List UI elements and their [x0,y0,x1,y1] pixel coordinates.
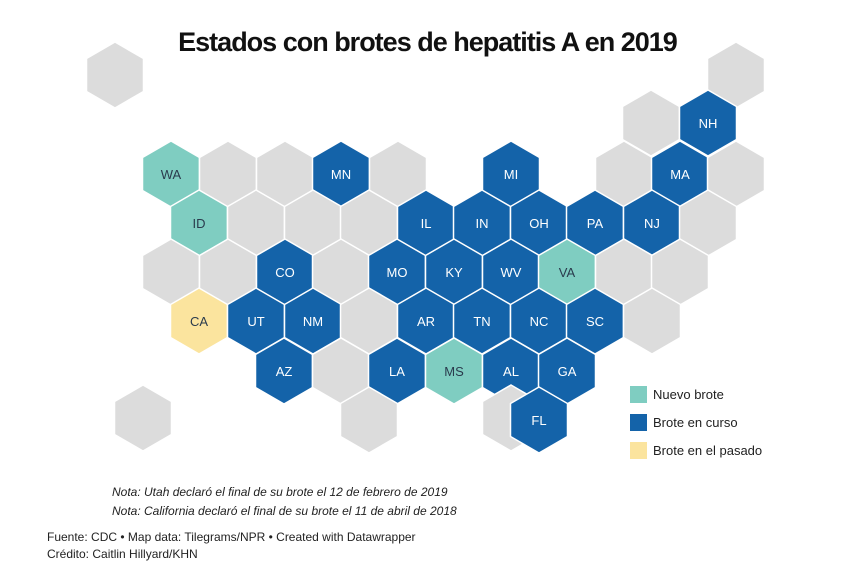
state-tile-empty [339,386,399,454]
legend-label: Nuevo brote [653,386,724,402]
source-line: Fuente: CDC • Map data: Tilegrams/NPR • … [47,530,416,544]
state-label: CO [275,265,295,280]
state-label: FL [531,413,546,428]
state-label: LA [389,364,405,379]
state-label: UT [247,314,264,329]
note-california: Nota: California declaró el final de su … [112,504,457,518]
state-tile-oh: OH [509,189,569,257]
legend-item-nuevo: Nuevo brote [630,382,762,406]
state-label: PA [587,216,604,231]
hex-shape [339,386,399,454]
legend-label: Brote en curso [653,414,738,430]
state-tile-empty [85,41,145,109]
state-label: MI [504,167,518,182]
state-label: NM [303,314,323,329]
state-tile-mi: MI [481,140,541,208]
state-label: CA [190,314,208,329]
state-label: WV [501,265,522,280]
hex-shape [622,287,682,355]
legend-item-pasado: Brote en el pasado [630,438,762,462]
state-label: AR [417,314,435,329]
credit-line: Crédito: Caitlin Hillyard/KHN [47,547,198,561]
legend: Nuevo brote Brote en curso Brote en el p… [630,382,762,466]
state-label: NC [530,314,549,329]
state-label: MS [444,364,464,379]
hex-shape [678,89,738,157]
state-label: SC [586,314,604,329]
state-tile-empty [113,384,173,452]
legend-label: Brote en el pasado [653,442,763,458]
state-label: GA [558,364,577,379]
state-tile-nj: NJ [622,189,682,257]
state-tile-ca: CA [169,287,229,355]
state-label: MN [331,167,351,182]
state-label: OH [529,216,549,231]
state-label: TN [473,314,490,329]
hex-shape [85,41,145,109]
legend-swatch-nuevo [630,385,647,403]
legend-item-curso: Brote en curso [630,410,762,434]
state-tile-nh: NH [678,89,738,157]
state-label: AL [503,364,519,379]
state-label: MO [387,265,408,280]
state-label: IL [421,216,432,231]
note-utah: Nota: Utah declaró el final de su brote … [112,485,448,499]
state-tile-empty [622,287,682,355]
legend-swatch-pasado [630,441,647,459]
hex-shape [113,384,173,452]
legend-swatch-curso [630,413,647,431]
state-label: ID [193,216,206,231]
state-label: VA [559,265,576,280]
state-label: MA [670,167,690,182]
state-label: NH [699,116,718,131]
state-label: KY [445,265,463,280]
state-label: WA [161,167,182,182]
state-tile-fl: FL [509,386,569,454]
map-title: Estados con brotes de hepatitis A en 201… [178,27,678,57]
state-label: AZ [276,364,293,379]
hex-shape [509,386,569,454]
state-label: NJ [644,216,660,231]
state-label: IN [476,216,489,231]
